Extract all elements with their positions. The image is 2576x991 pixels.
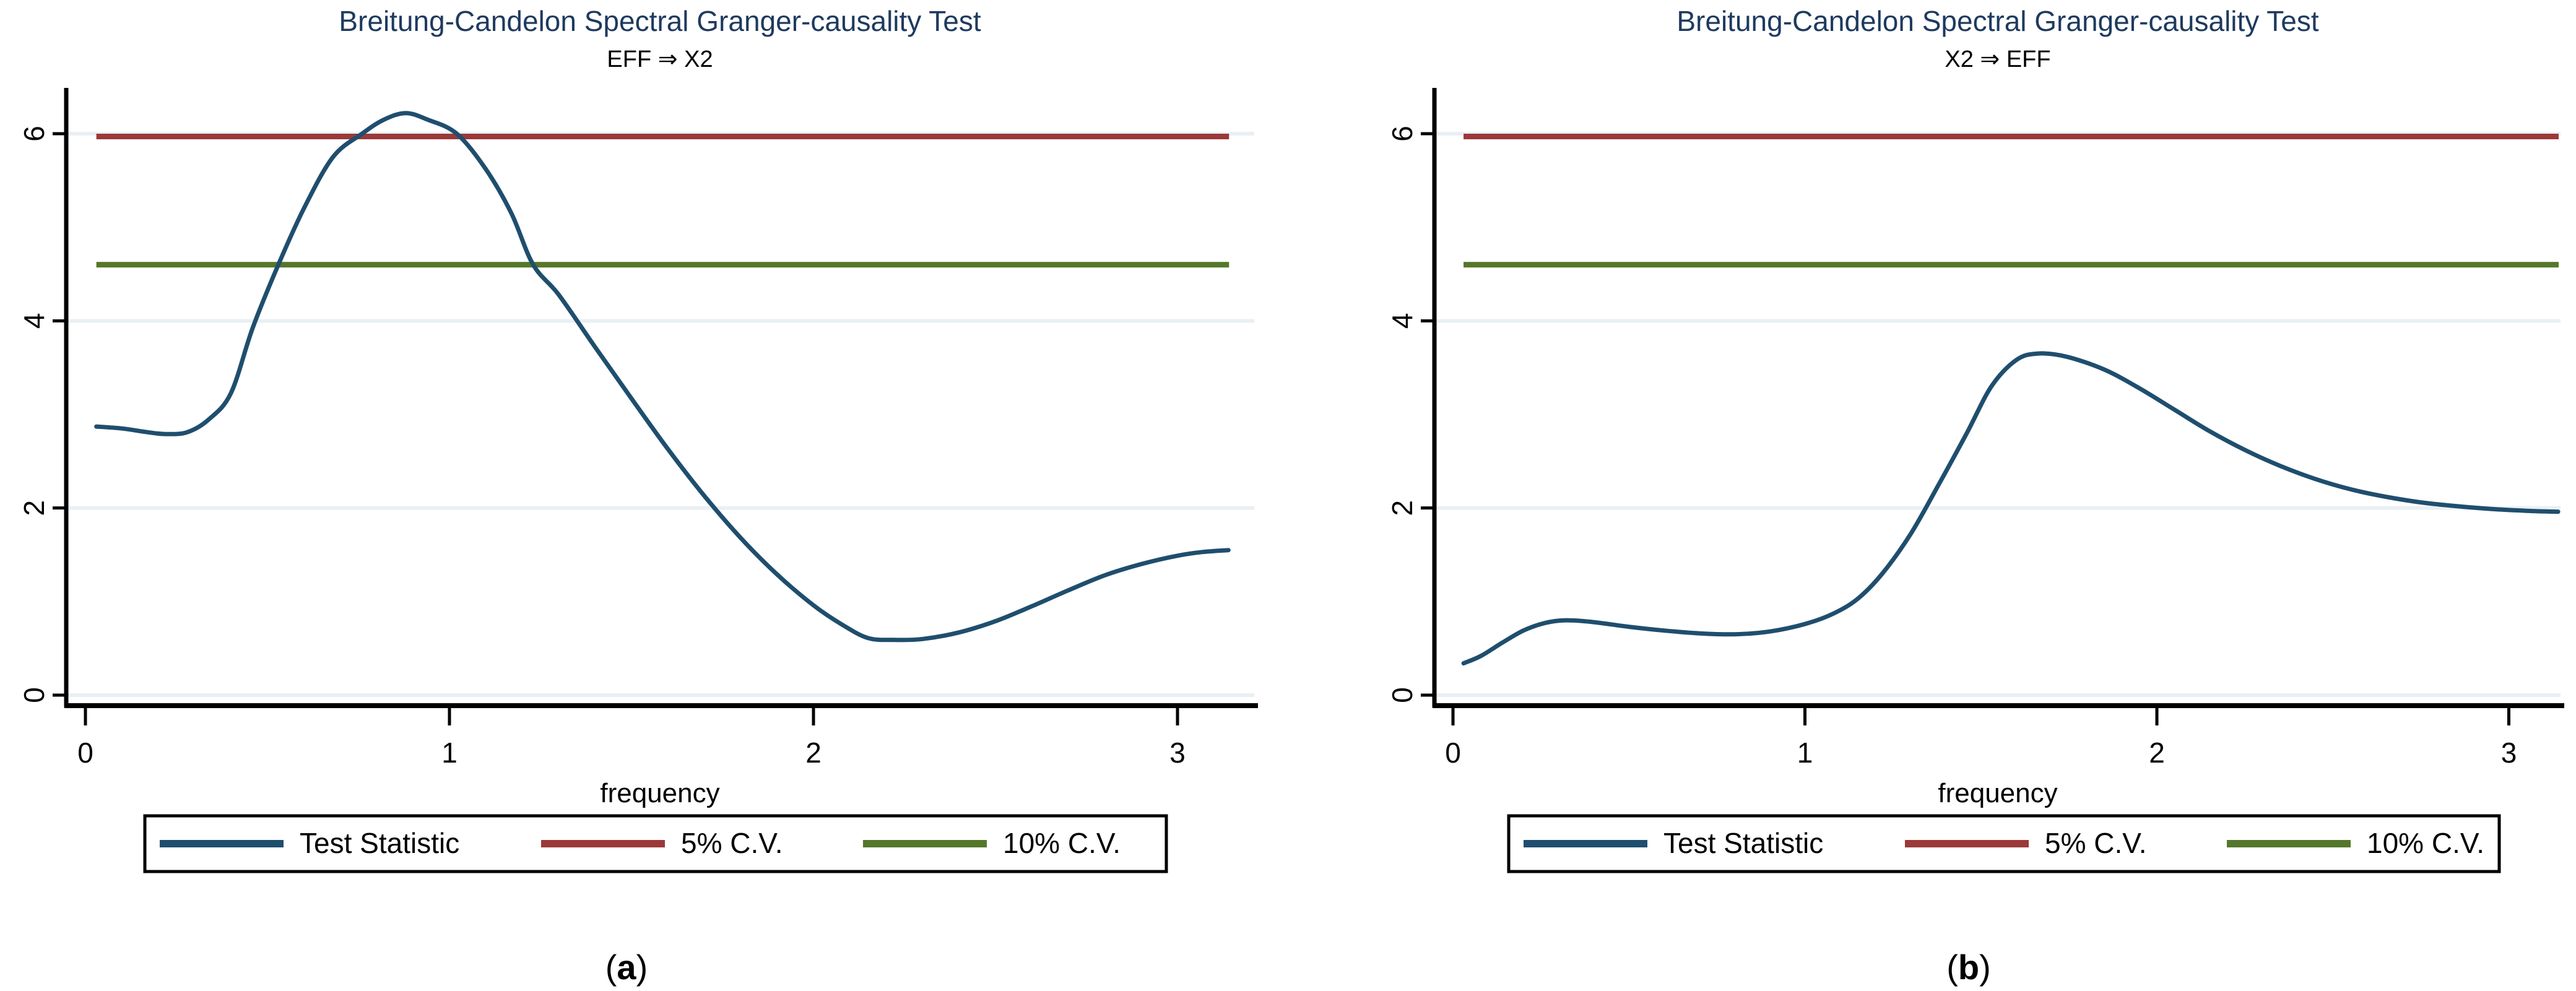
legend-label: 5% C.V. [2045,827,2147,859]
y-tick-label: 2 [18,500,50,516]
chart-title: Breitung-Candelon Spectral Granger-causa… [1676,5,2318,37]
y-tick-label: 0 [1386,687,1418,703]
x-axis-label: frequency [1938,778,2057,808]
y-tick-label: 4 [18,313,50,329]
panel-b: 0 2 4 6 0 1 2 3 Breitung-Candelon Spectral Grang… [1288,0,2576,991]
chart-eff-to-x2: 0 2 4 6 0 1 2 3 Breitung-Candelon Spectral Grang… [18,5,1258,987]
panel-caption: (b) [1946,948,1991,987]
x-tick-label: 2 [2149,737,2165,769]
x-axis-label: frequency [600,778,719,808]
y-tick-label: 0 [18,687,50,703]
test-statistic-curve [94,111,1231,643]
y-tick-label: 6 [18,126,50,142]
x-tick-label: 1 [441,737,458,769]
x-tick-label: 3 [2501,737,2517,769]
y-tick-label: 6 [1386,126,1418,142]
y-tick-label: 4 [1386,313,1418,329]
x-tick-label: 1 [1797,737,1813,769]
panel-caption: (a) [605,948,648,987]
panel-a: 0 2 4 6 0 1 2 3 Breitung-Candelon Spectral Grang… [18,5,1258,987]
chart-x2-to-eff: 0 2 4 6 0 1 2 3 Breitung-Candelon Spectral Grang… [1386,5,2564,987]
legend-label: 10% C.V. [2367,827,2484,859]
legend-label: Test Statistic [300,827,459,859]
legend-label: 5% C.V. [681,827,783,859]
chart-subtitle: EFF ⇒ X2 [607,46,713,72]
test-statistic-curve [1461,351,2561,666]
chart-subtitle: X2 ⇒ EFF [1945,46,2050,72]
legend-label: 10% C.V. [1003,827,1121,859]
x-tick-label: 0 [77,737,93,769]
x-tick-label: 0 [1445,737,1461,769]
chart-title: Breitung-Candelon Spectral Granger-causa… [339,5,981,37]
y-tick-label: 2 [1386,500,1418,516]
x-tick-label: 3 [1169,737,1186,769]
x-tick-label: 2 [805,737,822,769]
legend-label: Test Statistic [1663,827,1823,859]
